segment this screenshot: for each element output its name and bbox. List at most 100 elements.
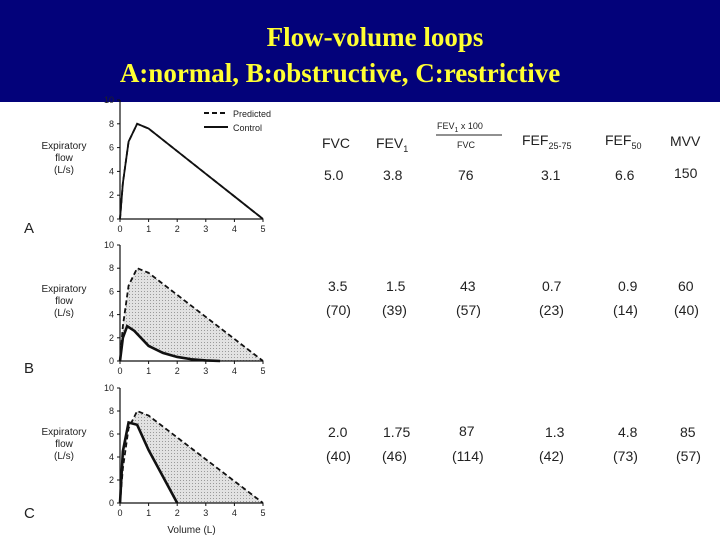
cell-c-fev1-pct: (46) <box>382 448 407 464</box>
panel-b-y-axis-label: Expiratory <box>41 284 86 295</box>
cell-b-ratio-pct: (57) <box>456 302 481 318</box>
panel-b-x-tick-label: 2 <box>175 366 180 376</box>
panel-a-x-tick-label: 2 <box>175 224 180 234</box>
panel-a-x-tick-label: 3 <box>203 224 208 234</box>
panel-c-y-tick-label: 6 <box>109 429 114 439</box>
panel-c-predicted-curve <box>119 409 264 504</box>
title-line-1: Flow-volume loops <box>266 22 484 52</box>
panel-c-y-axis-label: Expiratory <box>41 427 86 438</box>
panel-b-x-tick-label: 0 <box>117 366 122 376</box>
panel-a-x-tick-label: 0 <box>117 224 122 234</box>
panel-b-y-tick-label: 6 <box>109 286 114 296</box>
cell-a-fef50: 6.6 <box>615 167 635 183</box>
header-ratio-top: FEV1 x 100 <box>437 121 483 134</box>
panel-c-y-tick-label: 0 <box>109 498 114 508</box>
panel-c-y-axis-label: (L/s) <box>54 451 74 462</box>
cell-c-ratio: 87 <box>459 423 475 439</box>
cell-b-fvc: 3.5 <box>328 278 348 294</box>
cell-b-fvc-pct: (70) <box>326 302 351 318</box>
header-fev1: FEV1 <box>376 135 408 154</box>
panel-a-x-tick-label: 5 <box>260 224 265 234</box>
panel-a-y-axis-label: Expiratory <box>41 141 86 152</box>
cell-a-fvc: 5.0 <box>324 167 344 183</box>
panel-b-letter: B <box>24 360 34 377</box>
table-header: FVC FEV1 FEV1 x 100 FVC FEF25-75 FEF50 M… <box>322 121 701 154</box>
panel-b-y-tick-label: 4 <box>109 310 114 320</box>
panel-c-control-curve <box>118 420 179 504</box>
cell-b-fef2575-pct: (23) <box>539 302 564 318</box>
cell-c-fef50-pct: (73) <box>613 448 638 464</box>
cell-b-fef50: 0.9 <box>618 278 638 294</box>
legend: Predicted Control <box>204 109 271 133</box>
panel-a-y-tick-label: 0 <box>109 214 114 224</box>
panel-b-y-axis-label: (L/s) <box>54 308 74 319</box>
panel-a-x-tick-label: 1 <box>146 224 151 234</box>
panel-a-control-curve <box>119 122 264 220</box>
cell-c-fef2575-pct: (42) <box>539 448 564 464</box>
table-row-a: 5.0 3.8 76 3.1 6.6 150 <box>324 165 698 183</box>
cell-b-mvv: 60 <box>678 278 694 294</box>
panel-b-y-tick-label: 2 <box>109 333 114 343</box>
panel-c-x-axis-label: Volume (L) <box>167 525 215 536</box>
panel-c-x-tick-label: 5 <box>260 508 265 518</box>
cell-b-fef2575: 0.7 <box>542 278 562 294</box>
panel-a-y-tick-label: 4 <box>109 166 114 176</box>
cell-b-ratio: 43 <box>460 278 476 294</box>
legend-control-label: Control <box>233 123 262 133</box>
panel-b-x-tick-label: 4 <box>232 366 237 376</box>
panel-b-x-tick-label: 5 <box>260 366 265 376</box>
panel-c-x-tick-label: 1 <box>146 508 151 518</box>
panel-a-y-tick-label: 2 <box>109 190 114 200</box>
header-fef2575: FEF25-75 <box>522 132 571 151</box>
cell-c-fef50: 4.8 <box>618 424 638 440</box>
header-ratio-bottom: FVC <box>457 140 476 150</box>
panel-c-shaded-area <box>120 411 263 503</box>
title-banner: Flow-volume loops A:normal, B:obstructiv… <box>0 0 720 102</box>
cell-a-fev1: 3.8 <box>383 167 403 183</box>
panel-c-y-axis-label: flow <box>55 439 74 450</box>
cell-c-fvc-pct: (40) <box>326 448 351 464</box>
panel-b-x-tick-label: 1 <box>146 366 151 376</box>
cell-b-fev1-pct: (39) <box>382 302 407 318</box>
panel-a-letter: A <box>24 220 34 237</box>
panel-c-x-tick-label: 2 <box>175 508 180 518</box>
panel-a-y-axis-label: flow <box>55 153 74 164</box>
cell-c-fev1: 1.75 <box>383 424 410 440</box>
panel-b-y-axis-label: flow <box>55 296 74 307</box>
legend-predicted-label: Predicted <box>233 109 271 119</box>
panel-b-y-tick-label: 10 <box>104 240 114 250</box>
panel-c-letter: C <box>24 505 35 522</box>
cell-c-fvc: 2.0 <box>328 424 348 440</box>
cell-c-fef2575: 1.3 <box>545 424 565 440</box>
panel-c-y-tick-label: 8 <box>109 406 114 416</box>
cell-b-mvv-pct: (40) <box>674 302 699 318</box>
panel-a-y-tick-label: 6 <box>109 143 114 153</box>
panel-a-y-tick-label: 10 <box>104 95 114 105</box>
panel-c-x-tick-label: 4 <box>232 508 237 518</box>
panel-c-y-tick-label: 4 <box>109 452 114 462</box>
title-line-2: A:normal, B:obstructive, C:restrictive <box>119 58 561 88</box>
panel-a-y-tick-label: 8 <box>109 119 114 129</box>
cell-a-mvv: 150 <box>674 165 698 181</box>
header-fef50: FEF50 <box>605 132 641 151</box>
panel-a-x-tick-label: 4 <box>232 224 237 234</box>
table-row-c: 2.0 1.75 87 1.3 4.8 85 (40) (46) (114) (… <box>326 423 701 464</box>
panel-a-y-axis-label: (L/s) <box>54 165 74 176</box>
panel-b-x-tick-label: 3 <box>203 366 208 376</box>
panel-b-y-tick-label: 8 <box>109 263 114 273</box>
panel-c-x-tick-label: 3 <box>203 508 208 518</box>
table-row-b: 3.5 1.5 43 0.7 0.9 60 (70) (39) (57) (23… <box>326 278 699 318</box>
cell-c-ratio-pct: (114) <box>452 448 484 464</box>
header-fvc: FVC <box>322 135 350 151</box>
panel-c-y-tick-label: 2 <box>109 475 114 485</box>
panel-c-y-tick-label: 10 <box>104 383 114 393</box>
cell-b-fev1: 1.5 <box>386 278 406 294</box>
cell-c-mvv-pct: (57) <box>676 448 701 464</box>
panel-a-predicted-curve <box>119 122 264 220</box>
panel-b-y-tick-label: 0 <box>109 356 114 366</box>
